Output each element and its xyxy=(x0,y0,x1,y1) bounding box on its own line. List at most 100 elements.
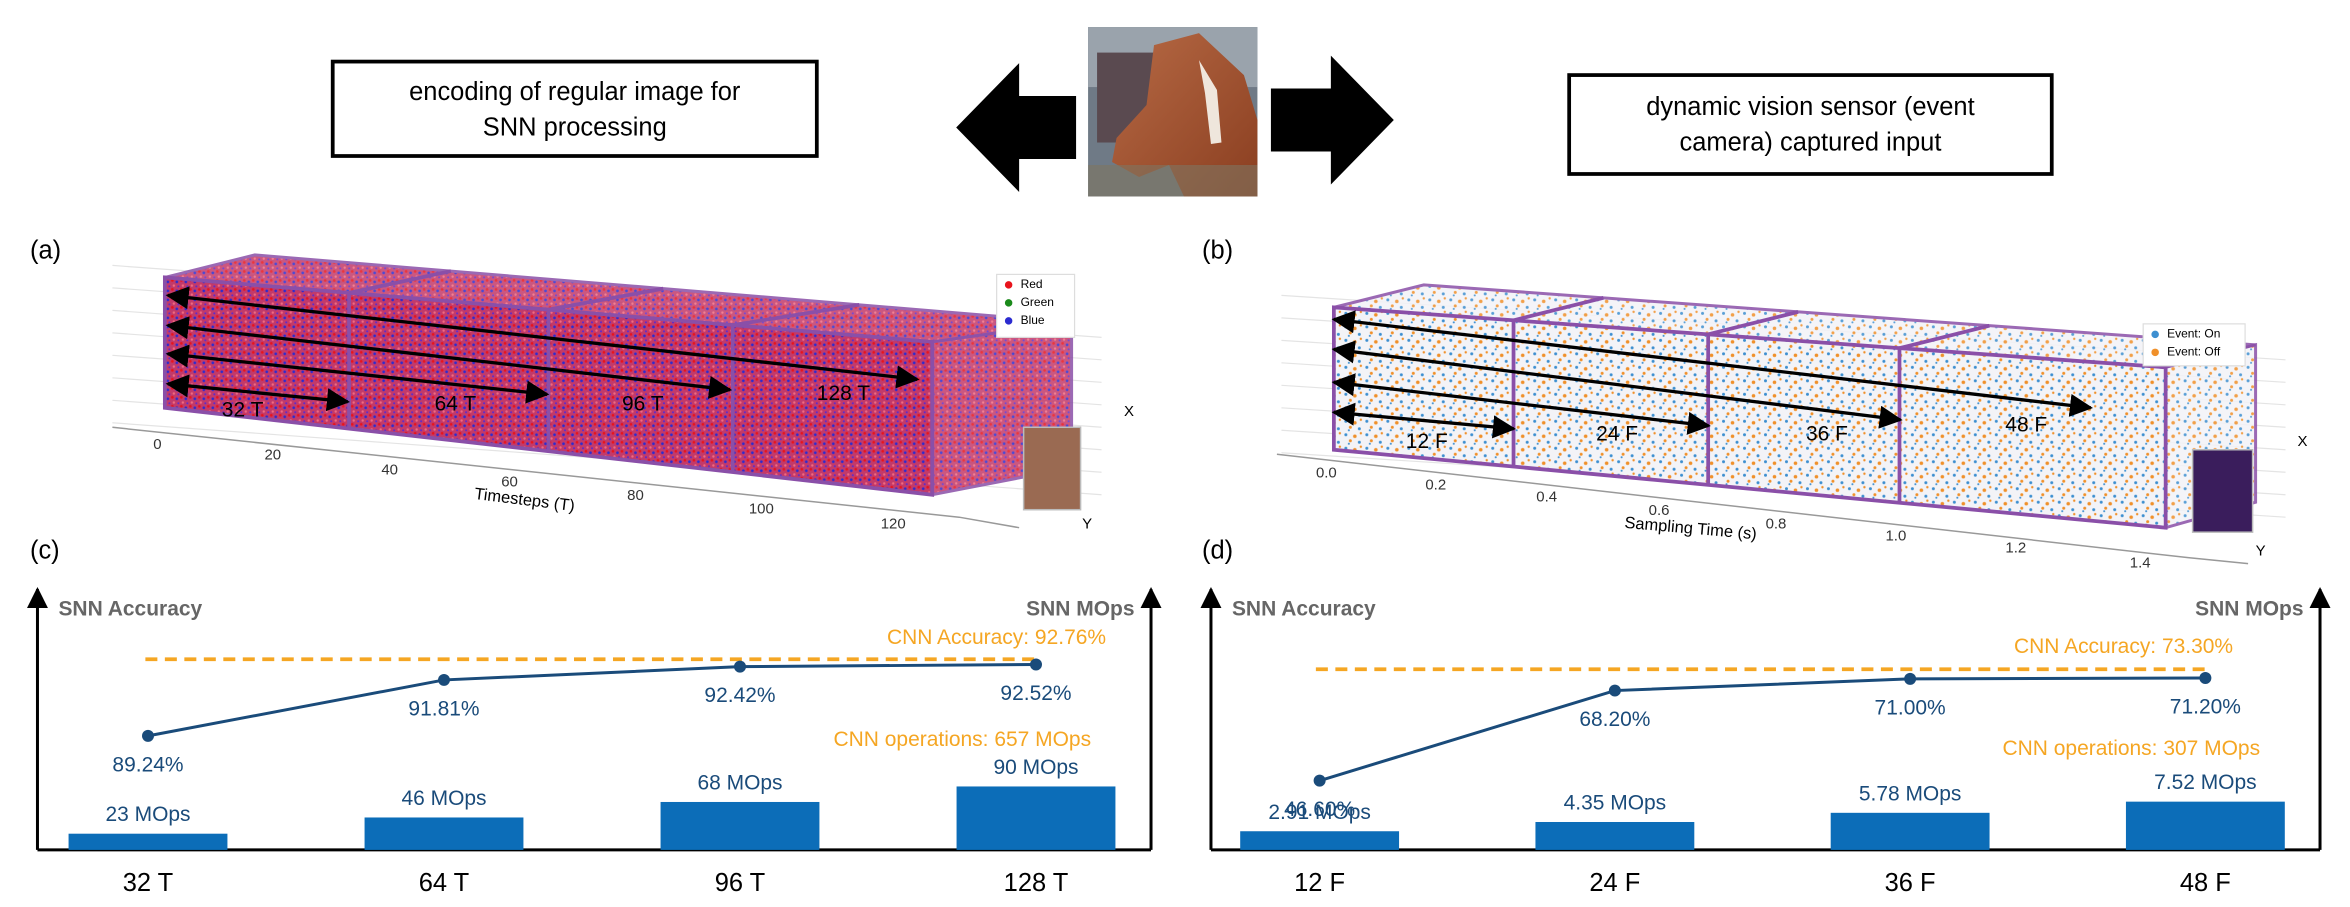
x-tick-label: 1.2 xyxy=(2005,540,2026,557)
segment-label: 64 T xyxy=(435,392,477,415)
segment-label: 36 F xyxy=(1806,422,1848,445)
legend-swatch xyxy=(2151,330,2159,339)
line-point xyxy=(438,673,450,686)
chart: (d) SNN Accuracy SNN MOps CNN Accuracy: 73.… xyxy=(1200,536,2331,897)
segment-label: 48 F xyxy=(2005,413,2047,436)
x-tick-label: 48 F xyxy=(2180,869,2231,897)
bar xyxy=(68,833,228,850)
line-value-label: 46.60% xyxy=(1284,798,1355,821)
y-axis-title: SNN Accuracy xyxy=(1232,598,1376,621)
panel-b: (b) 12 F 24 F 36 F 48 F 0.0 0.2 0.4 0.6 0.8 1.0 1.2… xyxy=(1202,237,2308,572)
x-tick-label: 80 xyxy=(627,487,644,504)
floor-axis xyxy=(1276,453,2249,565)
line xyxy=(147,662,1037,738)
line-point xyxy=(1029,658,1042,671)
axis-x-name: X xyxy=(1124,403,1134,420)
x-tick-label: 0.8 xyxy=(1766,516,1787,533)
segment-label: 96 T xyxy=(622,392,664,415)
x-tick-label: 20 xyxy=(264,447,281,464)
line-point xyxy=(1904,672,1917,685)
bar-value-label: 7.52 MOps xyxy=(2154,771,2257,794)
legend-swatch xyxy=(2151,348,2159,357)
x-tick-label: 1.4 xyxy=(2130,555,2151,572)
line xyxy=(1319,676,2206,783)
reference-label: CNN Accuracy: 73.30% xyxy=(2014,635,2233,658)
x-tick-label: 120 xyxy=(881,516,906,533)
y2-axis-title: SNN MOps xyxy=(2195,598,2303,621)
y-axis-title: SNN Accuracy xyxy=(58,598,202,621)
legend-label: Blue xyxy=(1021,313,1045,327)
x-tick-label: 0.4 xyxy=(1536,489,1557,506)
x-axis-label: Timesteps (T) xyxy=(473,485,575,515)
x-tick-label: 1.0 xyxy=(1885,528,1906,545)
legend-label: Event: On xyxy=(2167,327,2220,341)
line-point xyxy=(2199,672,2212,685)
right-box-line: dynamic vision sensor (event xyxy=(1646,93,1974,121)
reference-label: CNN Accuracy: 92.76% xyxy=(887,626,1106,649)
right-arrow xyxy=(1270,55,1394,185)
line-point xyxy=(1313,774,1326,787)
bar xyxy=(1535,821,1695,850)
segment-label: 32 T xyxy=(222,398,264,421)
line-value-label: 71.00% xyxy=(1875,696,1946,719)
segment-label: 24 F xyxy=(1596,422,1638,445)
x-tick-label: 12 F xyxy=(1294,869,1345,897)
bar-value-label: 4.35 MOps xyxy=(1564,792,1667,815)
bar-value-label: 90 MOps xyxy=(993,756,1078,779)
legend-label: Event: Off xyxy=(2167,345,2221,359)
line-value-label: 68.20% xyxy=(1579,708,1650,731)
annotation: CNN operations: 657 MOps xyxy=(833,728,1091,751)
y2-axis-title: SNN MOps xyxy=(1026,598,1134,621)
x-tick-label: 36 F xyxy=(1885,869,1936,897)
bar-value-label: 5.78 MOps xyxy=(1859,782,1962,805)
x-tick-label: 100 xyxy=(749,501,774,518)
floor-axis xyxy=(112,426,1020,529)
x-tick-label: 64 T xyxy=(419,869,470,897)
bar-value-label: 23 MOps xyxy=(105,803,190,826)
segment-arrow xyxy=(165,286,920,389)
legend-label: Green xyxy=(1021,295,1054,309)
panel-label: (b) xyxy=(1202,237,1233,265)
segment-label: 128 T xyxy=(817,382,870,405)
x-tick-label: 24 F xyxy=(1589,869,1640,897)
bar xyxy=(1240,831,1400,850)
right-box-line: camera) captured input xyxy=(1680,129,1942,157)
x-tick-label: 128 T xyxy=(1004,869,1069,897)
axis-y-name: Y xyxy=(2256,543,2266,560)
bar-value-label: 2.91 MOps xyxy=(1268,801,1371,824)
bar xyxy=(2125,801,2285,850)
x-tick-label: 0.0 xyxy=(1316,465,1337,482)
legend-box xyxy=(2142,323,2246,367)
legend-swatch xyxy=(1004,299,1013,307)
legend-swatch xyxy=(1004,317,1013,325)
thumbnail xyxy=(1022,426,1082,511)
x-tick-label: 40 xyxy=(381,462,398,479)
annotation: CNN operations: 307 MOps xyxy=(2002,737,2260,760)
bar xyxy=(660,801,820,850)
line-value-label: 91.81% xyxy=(408,697,479,720)
line-point xyxy=(734,660,746,673)
panel-label: (a) xyxy=(30,237,61,265)
bar xyxy=(1830,812,1990,850)
panel-label: (d) xyxy=(1202,536,1233,564)
x-tick-label: 96 T xyxy=(715,869,766,897)
line-value-label: 92.52% xyxy=(1000,682,1071,705)
x-tick-label: 60 xyxy=(501,474,518,491)
right-box xyxy=(1567,73,2054,176)
axis-y-name: Y xyxy=(1082,516,1092,533)
bar xyxy=(364,817,524,850)
x-tick-label: 0.2 xyxy=(1425,477,1446,494)
chart: (c) SNN Accuracy SNN MOps CNN Accuracy: 92.… xyxy=(26,536,1162,897)
left-box-line: encoding of regular image for xyxy=(409,78,741,106)
bar xyxy=(956,786,1116,850)
line-value-label: 92.42% xyxy=(704,684,775,707)
x-tick-label: 0 xyxy=(153,436,161,453)
thumbnail xyxy=(2191,449,2254,533)
panel-label: (c) xyxy=(30,536,60,564)
axis-x-name: X xyxy=(2298,433,2308,450)
x-tick-label: 0.6 xyxy=(1649,502,1670,519)
line-point xyxy=(1608,684,1621,697)
legend-label: Red xyxy=(1021,277,1043,291)
x-axis-label: Sampling Time (s) xyxy=(1624,514,1758,543)
